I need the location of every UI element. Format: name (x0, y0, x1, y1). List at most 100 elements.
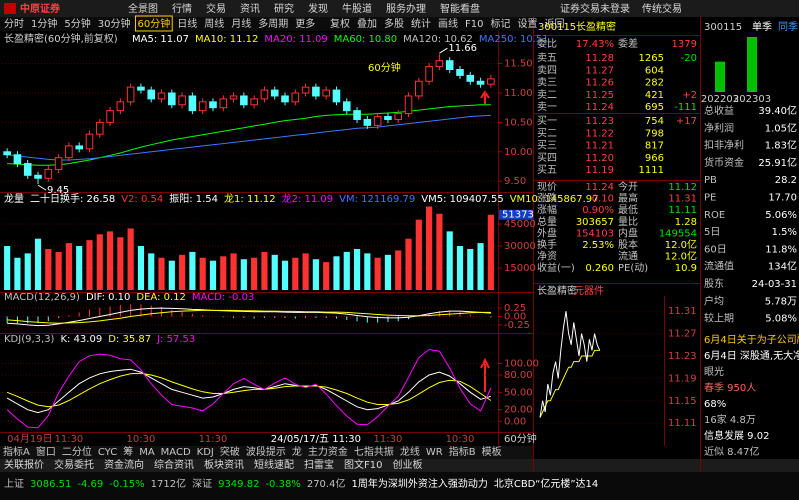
menu-item[interactable]: 行情 (172, 2, 192, 15)
legend-entry: D: 35.87 (108, 334, 151, 345)
tool-button[interactable]: 返回 (544, 18, 564, 30)
y-tick-label: -0.25 (504, 320, 530, 331)
y-tick-label: 0.25 (504, 303, 526, 314)
candle-body (270, 89, 279, 97)
period-tab[interactable]: 分时 (4, 18, 24, 30)
f10-tab[interactable]: 同季 (778, 21, 798, 33)
period-tab[interactable]: 周线 (204, 17, 224, 30)
menu-item[interactable]: 交易 (206, 2, 226, 15)
tool-button[interactable]: F10 (465, 19, 483, 30)
f10-tab[interactable]: 单季 (752, 21, 772, 33)
indicator-tab[interactable]: MA (139, 447, 155, 458)
f10-value: 1.05亿 (765, 121, 797, 134)
indicator-tab[interactable]: 七指共振 (354, 445, 394, 458)
indicator-tab[interactable]: 指标A (3, 445, 30, 458)
candle-body (404, 95, 413, 115)
menu-item[interactable]: 牛股道 (342, 2, 372, 15)
period-tab[interactable]: 多周期 (258, 17, 288, 30)
menu-item[interactable]: 传统交易 (642, 2, 682, 15)
stat-label: 涨幅 (537, 203, 557, 216)
volume-bar (364, 253, 371, 290)
stat-label: 涨跌 (537, 192, 557, 205)
indicator-tab[interactable]: 突破 (220, 445, 240, 458)
stock-code: 300115 (538, 22, 576, 33)
menu-item[interactable]: 证券交易未登录 (560, 2, 630, 15)
indicator-tab[interactable]: 窗口 (36, 445, 56, 458)
tool-button[interactable]: 统计 (411, 17, 431, 30)
status-item: -0.15% (109, 479, 144, 490)
indicator-tab[interactable]: 二分位 (62, 445, 92, 458)
legend-entry: MA120: 10.62 (403, 34, 473, 45)
f10-label: 较上期 (704, 312, 734, 325)
indicator-tab[interactable]: MACD (161, 447, 191, 458)
menu-item[interactable]: 智能看盘 (440, 2, 480, 15)
period-active (134, 15, 173, 32)
book-label: 卖二 (537, 89, 557, 101)
period-tab[interactable]: 月线 (231, 17, 251, 30)
tool-button[interactable]: 画线 (438, 17, 458, 30)
bottom-button[interactable]: 图文F10 (344, 458, 382, 471)
candle-body (384, 116, 392, 120)
volume-bar (415, 219, 422, 290)
tool-button[interactable]: 多股 (384, 17, 404, 30)
bottom-button[interactable]: 交易委托 (54, 458, 94, 471)
indicator-tab[interactable]: 主力资金 (308, 445, 348, 458)
legend-entry: J: 57.53 (156, 334, 195, 345)
y-tick-label: 9.50 (504, 176, 526, 187)
stat-label: 外盘 (537, 226, 557, 239)
legend-entry: MACD(12,26,9) (4, 292, 80, 303)
indicator-tab[interactable]: CYC (98, 447, 117, 458)
candle-body (456, 69, 464, 76)
y-tick-label: 45000 (504, 219, 536, 230)
volume-bar (158, 257, 165, 290)
period-tab[interactable]: 30分钟 (98, 17, 131, 30)
menu-item[interactable]: 研究 (274, 2, 294, 15)
menu-item[interactable]: 发现 (308, 2, 328, 15)
last-volume-bg (499, 209, 533, 220)
volume-bar (302, 253, 309, 290)
status-item: 9349.82 (218, 479, 259, 490)
indicator-tab[interactable]: 龙 (292, 445, 302, 458)
period-tab[interactable]: 5分钟 (64, 17, 90, 30)
mini-tick-label: 11.27 (668, 329, 697, 340)
indicator-tab[interactable]: 指标B (449, 445, 476, 458)
menu-item[interactable]: 服务办理 (386, 2, 426, 15)
tool-button[interactable]: 设置 (517, 18, 537, 30)
bottom-button[interactable]: 短线速配 (254, 458, 294, 471)
candle-body (34, 174, 42, 179)
volume-bar (45, 248, 52, 290)
f10-label: 总收益 (704, 104, 734, 117)
f10-value: 5.06% (765, 210, 797, 221)
legend-entry: VM5: 109407.55 (421, 194, 503, 205)
indicator-tab[interactable]: 龙线 (400, 445, 420, 458)
period-tab[interactable]: 60分钟 (137, 17, 170, 30)
tool-button[interactable]: 复权 (330, 17, 350, 30)
tool-button[interactable]: 叠加 (357, 18, 377, 30)
bottom-button[interactable]: 资金流向 (104, 458, 144, 471)
x-tick-label: 10:30 (446, 434, 475, 445)
bottom-button[interactable]: 关联报价 (4, 458, 44, 471)
bottom-button[interactable]: 综合资讯 (154, 458, 194, 471)
indicator-tab[interactable]: 波段提示 (246, 445, 286, 458)
f10-value: 5.78万 (765, 296, 797, 307)
menu-item[interactable]: 资讯 (240, 3, 260, 15)
indicator-tab[interactable]: KDJ (197, 447, 214, 458)
bottom-button[interactable]: 创业板 (392, 458, 422, 471)
menu-item[interactable]: 全景图 (128, 2, 158, 15)
period-tab[interactable]: 更多 (295, 17, 315, 30)
legend-entry: MA10: 11.12 (195, 34, 258, 45)
period-tab[interactable]: 1分钟 (31, 17, 57, 30)
indicator-tab[interactable]: 筹 (123, 445, 133, 458)
bottom-button[interactable]: 扫雷宝 (304, 458, 334, 471)
period-tab[interactable]: 日线 (177, 17, 197, 30)
x-tick-label: 11:30 (374, 434, 403, 445)
volume-bar (251, 257, 258, 290)
f10-note: 16家 4.8万 (704, 413, 756, 426)
candle-body (198, 101, 207, 112)
bottom-button[interactable]: 板块资讯 (204, 458, 244, 471)
tool-button[interactable]: 标记 (490, 18, 510, 30)
indicator-tab[interactable]: 模板 (482, 445, 502, 458)
indicator-tab[interactable]: WR (426, 447, 443, 458)
stat-value: 2.53% (582, 240, 614, 251)
